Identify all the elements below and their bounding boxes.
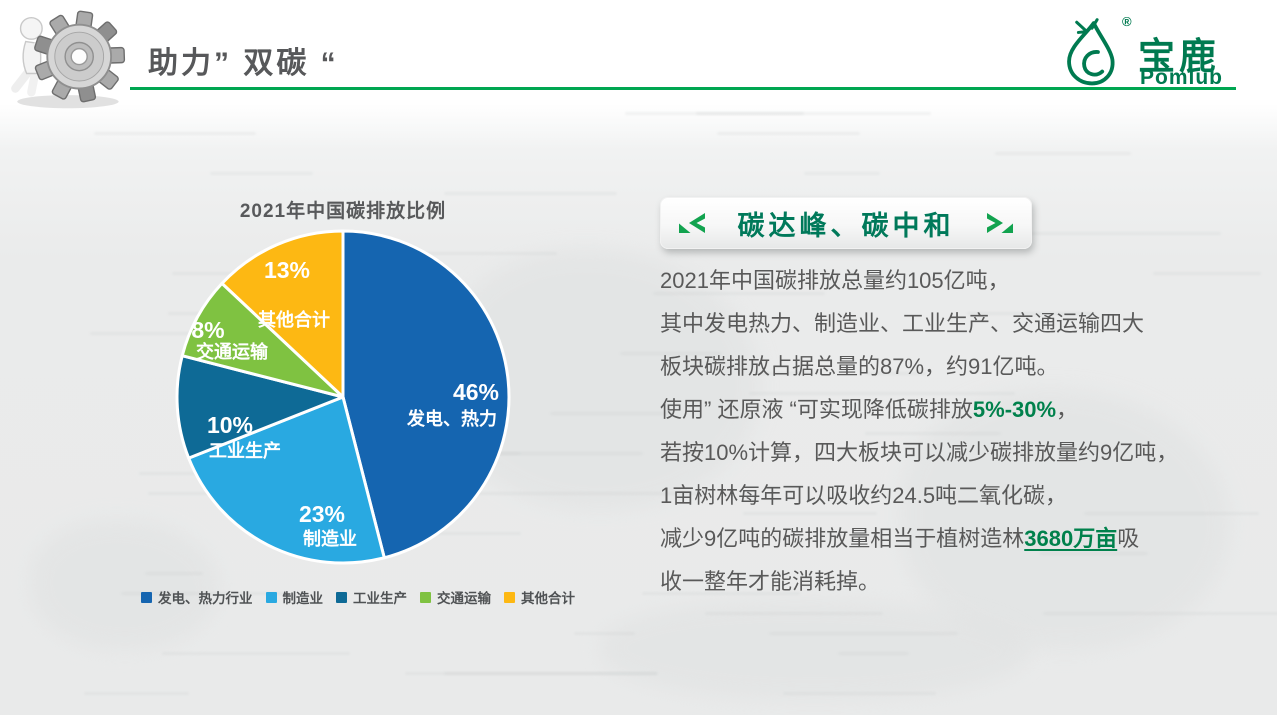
watermark-text-line	[769, 632, 958, 635]
body-text: 若按10%计算，四大板块可以减少碳排放量约9亿吨，	[660, 440, 1179, 465]
body-text: 2021年中国碳排放总量约105亿吨，	[660, 268, 1010, 293]
highlighted-text: 3680万亩	[1024, 526, 1118, 551]
legend-label: 交通运输	[437, 591, 491, 606]
logo-text-en: Pomlub	[1140, 66, 1223, 89]
legend-swatch	[265, 591, 277, 603]
pie-slice-pct-label: 8%	[191, 317, 224, 343]
watermark-text-line	[550, 412, 671, 415]
gear-figure-image	[11, 10, 126, 109]
watermark-text-line	[84, 692, 189, 695]
watermark-text-line	[804, 172, 880, 175]
figure-head	[19, 16, 43, 40]
watermark-text-line	[210, 172, 313, 175]
paragraph-line: 若按10%计算，四大板块可以减少碳排放量约9亿吨，	[660, 442, 1220, 464]
legend-label: 发电、热力行业	[158, 591, 253, 606]
highlighted-text: 5%-30%	[972, 397, 1057, 422]
legend-swatch	[504, 591, 515, 603]
watermark-text-line	[696, 112, 931, 115]
paragraph-line: 板块碳排放占据总量的87%，约91亿吨。	[660, 356, 1220, 378]
pie-slice-name-label: 制造业	[303, 528, 357, 549]
double-chevron-left-icon	[679, 213, 705, 233]
watermark-text-line	[625, 112, 804, 115]
body-text: 其中发电热力、制造业、工业生产、交通运输四大	[660, 311, 1145, 336]
title-underline	[130, 87, 1236, 90]
pie-slice-name-label: 发电、热力	[406, 408, 497, 429]
body-text: 1亩树林每年可以吸收约24.5吨二氧化碳，	[660, 483, 1068, 508]
legend-item-1: 发电、热力行业	[141, 587, 253, 607]
legend-label: 制造业	[282, 591, 324, 606]
paragraph-line: 其中发电热力、制造业、工业生产、交通运输四大	[660, 313, 1220, 335]
legend-item-4: 交通运输	[420, 587, 491, 607]
body-text: 收一整年才能消耗掉。	[660, 569, 881, 594]
chart-legend: 发电、热力行业 制造业 工业生产 交通运输 其他合计	[118, 587, 598, 607]
pomlub-logo: ® 宝鹿 Pomlub	[1058, 10, 1248, 94]
paragraph-line: 2021年中国碳排放总量约105亿吨，	[660, 270, 1220, 292]
pie-slice-1	[341, 229, 511, 560]
paragraph-line: 收一整年才能消耗掉。	[660, 571, 1220, 593]
watermark-text-line	[444, 672, 658, 675]
body-text: 板块碳排放占据总量的87%，约91亿吨。	[660, 354, 1059, 379]
page-title: 助力” 双碳 “	[148, 47, 339, 80]
pie-slice-2	[187, 395, 386, 565]
pie-slice-name-label: 其他合计	[258, 309, 330, 330]
pie-slice-pct-label: 23%	[299, 501, 345, 527]
pie-slice-pct-label: 13%	[264, 257, 310, 283]
body-text: 吸	[1117, 526, 1140, 551]
registered-mark: ®	[1122, 14, 1132, 29]
watermark-text-line	[717, 132, 860, 135]
legend-swatch	[141, 591, 152, 603]
watermark-text-line	[444, 192, 617, 195]
section-heading-box: 碳达峰、碳中和	[660, 197, 1032, 249]
map-watermark	[600, 600, 1030, 700]
gear-icon	[34, 10, 126, 103]
legend-label: 工业生产	[353, 591, 407, 606]
deer-droplet-icon	[1067, 18, 1115, 86]
watermark-text-line	[405, 672, 657, 675]
legend-swatch	[420, 591, 431, 603]
legend-swatch	[336, 591, 347, 603]
pie-slice-pct-label: 10%	[207, 412, 253, 438]
legend-item-5: 其他合计	[504, 587, 575, 607]
pie-slice-5	[220, 229, 345, 399]
pie-slice-3	[175, 354, 345, 460]
section-heading: 碳达峰、碳中和	[737, 210, 955, 241]
chart-title: 2021年中国碳排放比例	[239, 201, 447, 222]
watermark-text-line	[574, 632, 635, 635]
pie-chart: 46% 发电、热力 23% 制造业 10% 工业生产 8% 交通运输 13% 其他合计	[165, 219, 521, 575]
logo-text-cn: 宝鹿	[1138, 36, 1220, 77]
pie-slice-name-label: 交通运输	[196, 341, 269, 362]
body-text: 使用” 还原液 “可实现降低碳排放	[660, 397, 973, 422]
figure-leg	[11, 67, 33, 93]
watermark-text-line	[995, 152, 1131, 155]
body-text: 减少9亿吨的碳排放量相当于植树造林	[660, 526, 1025, 551]
paragraph-line: 使用” 还原液 “可实现降低碳排放5%-30%，	[660, 399, 1220, 421]
body-text: ，	[1056, 397, 1079, 422]
paragraph-line: 减少9亿吨的碳排放量相当于植树造林3680万亩吸	[660, 528, 1220, 550]
watermark-text-line	[94, 132, 256, 135]
watermark-text-line	[838, 652, 909, 655]
body-paragraph: 2021年中国碳排放总量约105亿吨， 其中发电热力、制造业、工业生产、交通运输四…	[660, 270, 1220, 614]
double-chevron-right-icon	[987, 213, 1013, 233]
pie-slice-name-label: 工业生产	[209, 440, 281, 461]
watermark-text-line	[783, 692, 936, 695]
pie-slice-pct-label: 46%	[453, 379, 499, 405]
legend-item-3: 工业生产	[336, 587, 407, 607]
pie-chart-svg: 46% 发电、热力 23%制造业 10%工业生产 8%交通运输 13% 其他合计	[175, 229, 511, 565]
legend-label: 其他合计	[521, 591, 575, 606]
paragraph-line: 1亩树林每年可以吸收约24.5吨二氧化碳，	[660, 485, 1220, 507]
watermark-text-line	[162, 652, 350, 655]
legend-item-2: 制造业	[265, 587, 324, 607]
